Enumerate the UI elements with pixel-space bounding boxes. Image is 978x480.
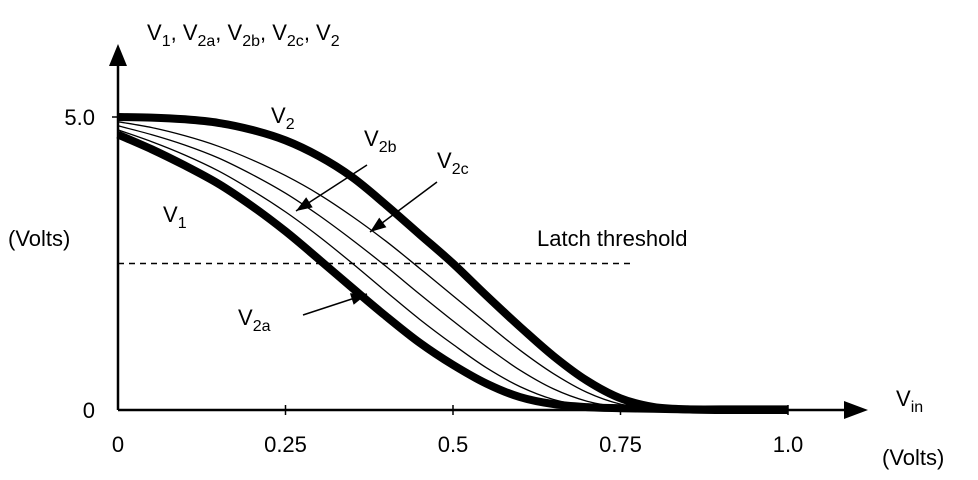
x-tick-label: 1.0 [773, 432, 804, 457]
label-v1-main: V [163, 202, 178, 227]
y-axis-title-sub: 1 [162, 33, 171, 50]
threshold-layer: Latch threshold [118, 226, 687, 265]
label-v2: V2 [271, 103, 295, 133]
y-axis-arrowhead [109, 44, 127, 66]
y-tick-label: 0 [83, 398, 95, 423]
label-v2b-main: V [364, 126, 379, 151]
arrow-v2a-head [349, 293, 367, 305]
x-axis-title: Vin [896, 386, 923, 416]
label-v2c: V2c [437, 148, 469, 178]
label-v2-sub: 2 [286, 116, 295, 133]
y-axis-title-main: , V [215, 20, 242, 45]
arrow-v2b-head [296, 197, 313, 211]
x-axis-arrowhead [844, 401, 868, 419]
x-unit-label: (Volts) [882, 445, 944, 470]
y-axis-title-sub: 2a [198, 33, 216, 50]
y-axis-title-sub: 2b [242, 33, 260, 50]
label-v2b: V2b [364, 126, 397, 156]
y-unit-label: (Volts) [8, 226, 70, 251]
label-v2c-main: V [437, 148, 452, 173]
series-layer [116, 113, 788, 415]
latch-threshold-label: Latch threshold [537, 226, 687, 251]
y-axis-title-main: , V [171, 20, 198, 45]
label-v2a: V2a [238, 305, 271, 335]
series-v2 [117, 113, 788, 415]
label-v2a-sub: 2a [253, 318, 271, 335]
y-tick-label: 5.0 [64, 105, 95, 130]
axes: 0 0.25 0.5 0.75 1.0 0 5.0 [64, 44, 868, 457]
y-axis-title-sub: 2c [287, 33, 304, 50]
y-axis-title-main: , V [260, 20, 287, 45]
annotation-layer [295, 164, 438, 316]
y-axis-title-sub: 2 [331, 33, 340, 50]
y-axis-title-main: , V [304, 20, 331, 45]
x-axis-title-main: V [896, 386, 911, 411]
y-axis-title: V1, V2a, V2b, V2c, V2 [147, 20, 340, 50]
x-tick-label: 0.5 [438, 432, 469, 457]
label-v1-sub: 1 [178, 215, 187, 232]
x-tick-label: 0.75 [599, 432, 642, 457]
x-tick-label: 0.25 [264, 432, 307, 457]
label-v2-main: V [271, 103, 286, 128]
arrow-v2c-head [370, 217, 387, 232]
label-v2a-main: V [238, 305, 253, 330]
x-axis-title-sub: in [911, 399, 923, 416]
label-v2b-sub: 2b [379, 139, 397, 156]
x-tick-label: 0 [112, 432, 124, 457]
y-axis-title-main: V [147, 20, 162, 45]
label-v1: V1 [163, 202, 187, 232]
label-layer: V1, V2a, V2b, V2c, V2(Volts)Vin(Volts)V1… [8, 20, 944, 470]
label-v2c-sub: 2c [452, 161, 469, 178]
